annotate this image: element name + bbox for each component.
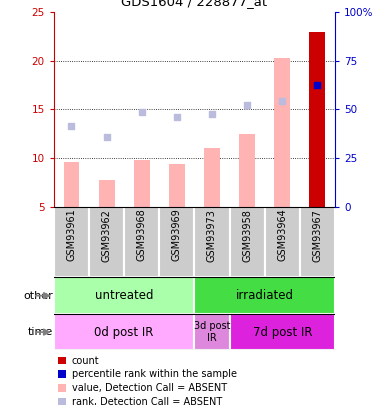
Bar xyxy=(64,162,79,207)
Text: GSM93962: GSM93962 xyxy=(102,209,112,262)
Text: GSM93967: GSM93967 xyxy=(312,209,322,262)
Point xyxy=(314,82,320,88)
Point xyxy=(244,102,250,109)
Text: GSM93968: GSM93968 xyxy=(137,209,147,261)
Text: GSM93969: GSM93969 xyxy=(172,209,182,261)
Bar xyxy=(54,314,194,350)
Bar xyxy=(204,148,220,207)
Text: 7d post IR: 7d post IR xyxy=(253,326,312,339)
Bar xyxy=(194,207,229,277)
Bar xyxy=(275,58,290,207)
Text: rank, Detection Call = ABSENT: rank, Detection Call = ABSENT xyxy=(72,396,222,405)
Bar xyxy=(169,164,185,207)
Text: count: count xyxy=(72,356,100,366)
Point xyxy=(104,133,110,140)
Text: GSM93958: GSM93958 xyxy=(242,209,252,262)
Bar xyxy=(89,207,124,277)
Point xyxy=(69,123,75,129)
Text: GSM93964: GSM93964 xyxy=(277,209,287,261)
Title: GDS1604 / 228877_at: GDS1604 / 228877_at xyxy=(121,0,268,8)
Text: value, Detection Call = ABSENT: value, Detection Call = ABSENT xyxy=(72,383,227,393)
Point xyxy=(209,111,215,117)
Text: time: time xyxy=(28,327,53,337)
Bar xyxy=(99,180,114,207)
Text: untreated: untreated xyxy=(95,289,153,302)
Bar xyxy=(229,207,265,277)
Bar xyxy=(194,277,335,314)
Bar xyxy=(194,314,229,350)
Point xyxy=(139,109,145,115)
Point xyxy=(279,97,285,104)
Bar xyxy=(54,207,89,277)
Text: GSM93961: GSM93961 xyxy=(67,209,77,261)
Bar xyxy=(124,207,159,277)
Bar xyxy=(264,207,300,277)
Bar xyxy=(159,207,194,277)
Bar xyxy=(310,32,325,207)
Bar xyxy=(239,134,255,207)
Bar xyxy=(229,314,335,350)
Text: irradiated: irradiated xyxy=(236,289,294,302)
Text: GSM93973: GSM93973 xyxy=(207,209,217,262)
Text: percentile rank within the sample: percentile rank within the sample xyxy=(72,369,237,379)
Point xyxy=(174,114,180,120)
Bar xyxy=(134,160,150,207)
Text: other: other xyxy=(23,291,53,301)
Text: 0d post IR: 0d post IR xyxy=(94,326,154,339)
Bar xyxy=(300,207,335,277)
Text: 3d post
IR: 3d post IR xyxy=(194,321,230,343)
Bar xyxy=(54,277,194,314)
